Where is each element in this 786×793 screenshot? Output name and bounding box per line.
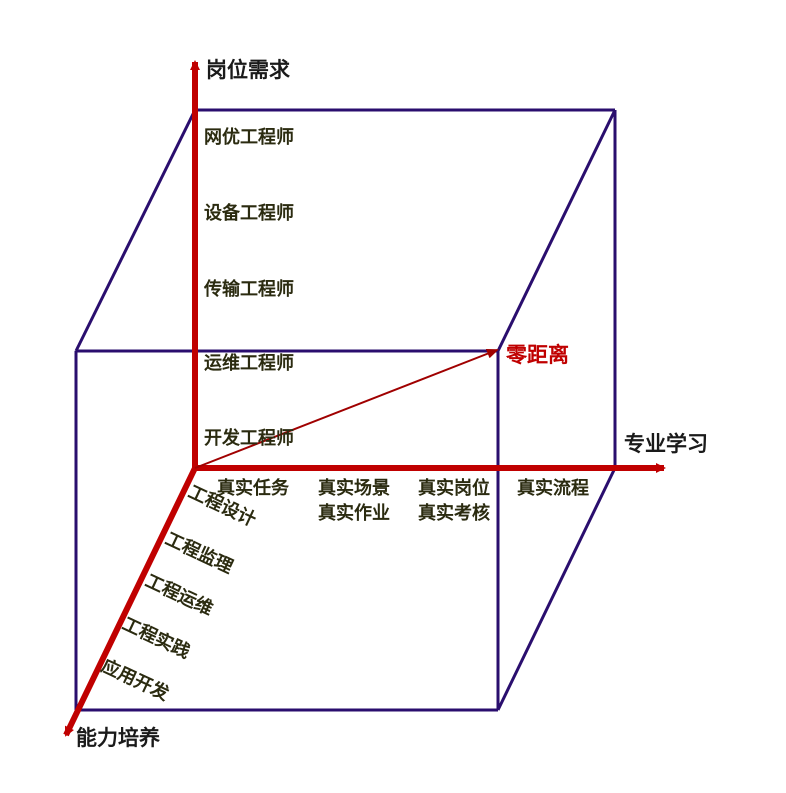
- horizontal-label: 真实岗位: [418, 477, 490, 499]
- diagonal-label: 应用开发: [98, 655, 173, 706]
- diagonal-axis: [63, 466, 198, 737]
- zero-distance-label: 零距离: [505, 343, 569, 367]
- horizontal-axis-title: 专业学习: [624, 432, 708, 456]
- diagonal-label: 工程监理: [162, 528, 237, 578]
- horizontal-label: 真实场景: [318, 477, 390, 499]
- vertical-label: 运维工程师: [204, 352, 294, 374]
- diagonal-axis-title: 能力培养: [76, 726, 160, 750]
- diagonal-label: 工程运维: [142, 570, 217, 620]
- horizontal-label: 真实作业: [318, 502, 390, 524]
- zero-distance-vector: [194, 348, 499, 469]
- cube-edge-top-left: [74, 109, 197, 352]
- horizontal-label: 真实考核: [418, 502, 490, 524]
- vertical-label: 设备工程师: [204, 202, 294, 224]
- cube-edges: [74, 108, 617, 712]
- vertical-label: 传输工程师: [203, 278, 294, 300]
- vertical-label: 网优工程师: [204, 126, 294, 148]
- horizontal-label: 真实任务: [217, 477, 290, 499]
- vertical-axis-title: 岗位需求: [206, 58, 290, 82]
- vertical-label: 开发工程师: [204, 427, 294, 449]
- cube-edge-bottom-right: [496, 467, 617, 711]
- horizontal-label: 真实流程: [517, 477, 589, 499]
- cube-edge-top-right: [496, 109, 617, 352]
- diagonal-label: 工程实践: [119, 613, 194, 663]
